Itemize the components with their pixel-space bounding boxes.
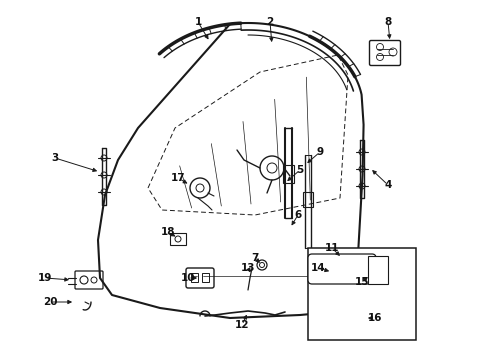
Bar — [283, 165, 294, 183]
FancyBboxPatch shape — [186, 268, 214, 288]
Bar — [368, 256, 388, 284]
Circle shape — [80, 276, 88, 284]
Circle shape — [407, 330, 414, 338]
Circle shape — [407, 251, 414, 257]
Circle shape — [376, 44, 384, 50]
Circle shape — [311, 330, 318, 338]
Circle shape — [101, 172, 107, 178]
Text: 4: 4 — [384, 180, 392, 190]
Circle shape — [361, 315, 366, 320]
FancyBboxPatch shape — [308, 254, 376, 284]
Text: 3: 3 — [51, 153, 59, 163]
Bar — [303, 192, 313, 207]
Bar — [170, 233, 186, 245]
Text: 20: 20 — [43, 297, 57, 307]
Circle shape — [358, 312, 368, 324]
FancyBboxPatch shape — [369, 40, 400, 66]
Circle shape — [196, 184, 204, 192]
FancyBboxPatch shape — [75, 271, 103, 289]
Circle shape — [359, 149, 365, 155]
Bar — [191, 273, 198, 282]
Text: 13: 13 — [241, 263, 255, 273]
Circle shape — [374, 274, 382, 282]
Circle shape — [359, 183, 365, 189]
Circle shape — [190, 178, 210, 198]
Circle shape — [260, 262, 265, 267]
Text: 9: 9 — [317, 147, 323, 157]
Text: 12: 12 — [235, 320, 249, 330]
Circle shape — [257, 260, 267, 270]
Text: 6: 6 — [294, 210, 302, 220]
Circle shape — [389, 48, 397, 56]
Text: 17: 17 — [171, 173, 185, 183]
Text: 1: 1 — [195, 17, 201, 27]
Circle shape — [359, 166, 365, 172]
Text: 7: 7 — [251, 253, 259, 263]
Text: 14: 14 — [311, 263, 325, 273]
Circle shape — [267, 163, 277, 173]
Text: 18: 18 — [161, 227, 175, 237]
Text: 16: 16 — [368, 313, 382, 323]
Circle shape — [260, 156, 284, 180]
Circle shape — [91, 277, 97, 283]
Text: 10: 10 — [181, 273, 195, 283]
Circle shape — [374, 261, 382, 269]
Text: 15: 15 — [355, 277, 369, 287]
Circle shape — [376, 54, 384, 60]
Bar — [202, 273, 209, 282]
Circle shape — [311, 251, 318, 257]
Circle shape — [175, 236, 181, 242]
Text: 19: 19 — [38, 273, 52, 283]
Text: 2: 2 — [267, 17, 273, 27]
Bar — [308, 248, 416, 340]
Text: 8: 8 — [384, 17, 392, 27]
Circle shape — [101, 189, 107, 195]
Circle shape — [101, 155, 107, 161]
Text: 5: 5 — [296, 165, 304, 175]
Text: 11: 11 — [325, 243, 339, 253]
